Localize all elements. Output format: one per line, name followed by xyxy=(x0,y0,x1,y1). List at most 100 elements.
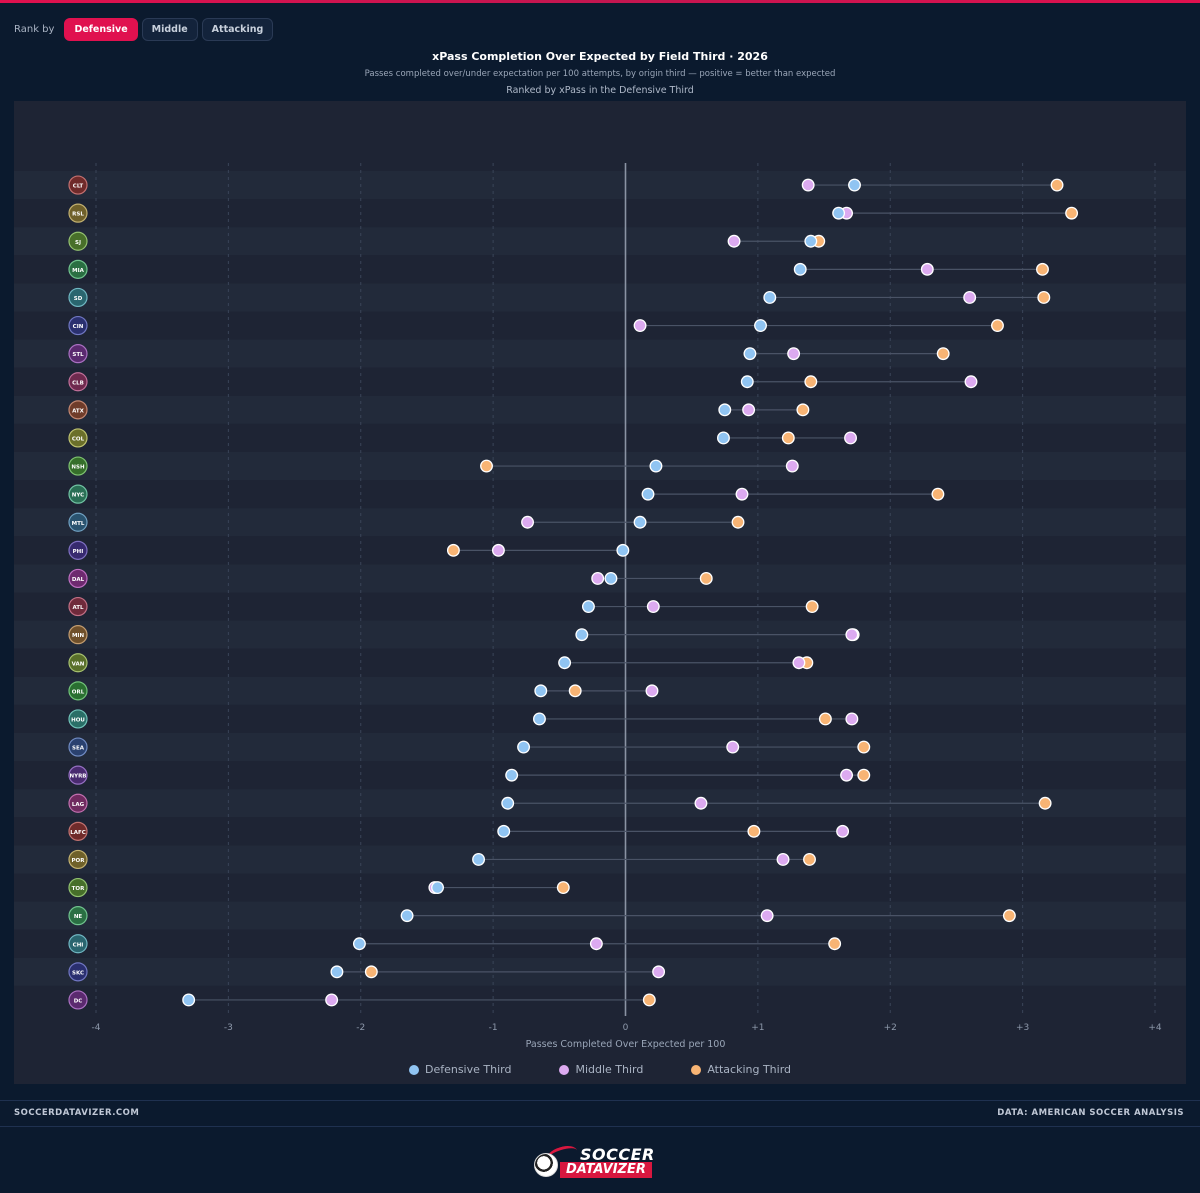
team-abbr: DC xyxy=(74,998,83,1004)
defensive-dot xyxy=(352,937,366,951)
san-jose-crest-icon: SJ xyxy=(68,231,88,251)
attacking-dot xyxy=(1036,262,1049,276)
team-abbr: NYRB xyxy=(69,774,86,780)
attacking-dot xyxy=(805,600,819,614)
middle-dot xyxy=(521,515,534,529)
defensive-dot xyxy=(534,684,548,698)
soccer-ball-icon xyxy=(534,1153,558,1177)
attacking-dot xyxy=(699,572,713,585)
chart-title: xPass Completion Over Expected by Field … xyxy=(432,50,768,63)
row-band xyxy=(14,423,1186,452)
middle-dot xyxy=(726,740,740,754)
team-abbr: SKC xyxy=(72,970,84,976)
x-tick-label: -1 xyxy=(489,1023,498,1033)
team-abbr: HOU xyxy=(71,717,85,723)
chart-panel: -4 -3 -2 -1 0 +1 +2 +3 +4 Passes Completed Over E… xyxy=(14,101,1186,1084)
legend-item-defensive[interactable]: Defensive Third xyxy=(408,1063,511,1076)
row-band xyxy=(14,311,1186,340)
rank-by-toolbar: Rank by Defensive Middle Attacking xyxy=(14,17,274,41)
attacking-dot xyxy=(1037,290,1051,304)
san-diego-crest-icon: SD xyxy=(68,287,88,308)
defensive-dot xyxy=(641,487,655,501)
team-abbr: SD xyxy=(74,296,83,302)
dallas-crest-icon: DAL xyxy=(68,568,88,589)
rank-defensive-button[interactable]: Defensive xyxy=(64,17,138,41)
defensive-dot xyxy=(472,853,486,866)
middle-dot xyxy=(787,347,801,361)
legend-label-middle: Middle Third xyxy=(575,1063,644,1076)
attacking-dot xyxy=(781,431,795,445)
row-band xyxy=(14,480,1186,509)
row-band xyxy=(14,339,1186,368)
defensive-dot xyxy=(848,178,861,192)
team-abbr: MIN xyxy=(72,633,85,639)
real-salt-lake-crest-icon: RSL xyxy=(68,203,88,223)
legend-item-attacking[interactable]: Attacking Third xyxy=(691,1063,791,1076)
team-abbr: MIA xyxy=(72,268,85,274)
nashville-crest-icon: NSH xyxy=(68,456,88,476)
defensive-dot xyxy=(581,600,595,614)
middle-dot xyxy=(760,909,774,923)
middle-dot xyxy=(589,937,603,951)
team-abbr: POR xyxy=(72,858,86,864)
defensive-dot xyxy=(718,403,732,417)
defensive-dot xyxy=(649,459,663,473)
middle-dot xyxy=(963,290,977,304)
team-abbr: CHI xyxy=(73,942,84,948)
x-tick-label: -3 xyxy=(224,1023,233,1033)
attacking-dot xyxy=(828,937,842,951)
defensive-dot xyxy=(330,965,344,979)
x-axis-label: Passes Completed Over Expected per 100 xyxy=(526,1039,726,1050)
orlando-crest-icon: ORL xyxy=(68,681,88,701)
data-credit: DATA: AMERICAN SOCCER ANALYSIS xyxy=(997,1108,1184,1118)
cincinnati-crest-icon: CIN xyxy=(68,315,88,336)
middle-dot xyxy=(646,600,660,614)
x-tick-label: +1 xyxy=(751,1023,764,1033)
attacking-dot xyxy=(747,824,761,838)
middle-dot xyxy=(792,656,806,670)
defensive-dot xyxy=(743,347,757,361)
rank-attacking-button[interactable]: Attacking xyxy=(201,17,274,41)
legend-item-middle[interactable]: Middle Third xyxy=(559,1063,643,1076)
defensive-dot xyxy=(740,375,754,389)
new-england-crest-icon: NE xyxy=(68,906,88,926)
minnesota-crest-icon: MIN xyxy=(68,625,88,645)
team-abbr: STL xyxy=(72,352,84,358)
legend-swatch-defensive xyxy=(408,1064,419,1075)
middle-dot xyxy=(776,853,790,866)
defensive-dot xyxy=(400,909,414,923)
sporting-kc-crest-icon: SKC xyxy=(68,962,88,982)
x-tick-label: +3 xyxy=(1016,1023,1029,1033)
middle-dot xyxy=(845,628,859,642)
x-tick-label: +2 xyxy=(884,1023,897,1033)
lafc-crest-icon: LAFC xyxy=(68,821,88,841)
footer-divider-bottom xyxy=(0,1126,1200,1127)
team-abbr: ORL xyxy=(72,689,85,695)
defensive-dot xyxy=(717,431,730,445)
x-tick-label: -2 xyxy=(356,1023,365,1033)
middle-dot xyxy=(694,796,708,810)
team-abbr: NSH xyxy=(71,465,85,471)
middle-dot xyxy=(727,234,741,248)
defensive-dot xyxy=(793,262,807,276)
defensive-dot xyxy=(501,796,515,810)
montreal-crest-icon: MTL xyxy=(68,512,88,532)
dc-united-crest-icon: DC xyxy=(68,990,88,1010)
attacking-dot xyxy=(804,375,818,389)
attacking-dot xyxy=(991,319,1004,333)
dot-plot: -4 -3 -2 -1 0 +1 +2 +3 +4 Passes Completed Over E… xyxy=(14,163,1186,1050)
rank-middle-button[interactable]: Middle xyxy=(141,17,198,41)
defensive-dot xyxy=(616,543,630,557)
attacking-dot xyxy=(731,515,745,529)
defensive-dot xyxy=(558,656,572,670)
defensive-dot xyxy=(604,572,618,585)
attacking-dot xyxy=(480,459,493,473)
defensive-dot xyxy=(832,206,846,220)
legend-label-attacking: Attacking Third xyxy=(707,1063,792,1076)
row-band xyxy=(14,367,1186,396)
site-credit[interactable]: SOCCERDATAVIZER.COM xyxy=(14,1108,140,1118)
middle-dot xyxy=(785,459,799,473)
team-abbr: LAG xyxy=(72,802,85,808)
attacking-dot xyxy=(556,881,570,895)
attacking-dot xyxy=(642,993,656,1007)
